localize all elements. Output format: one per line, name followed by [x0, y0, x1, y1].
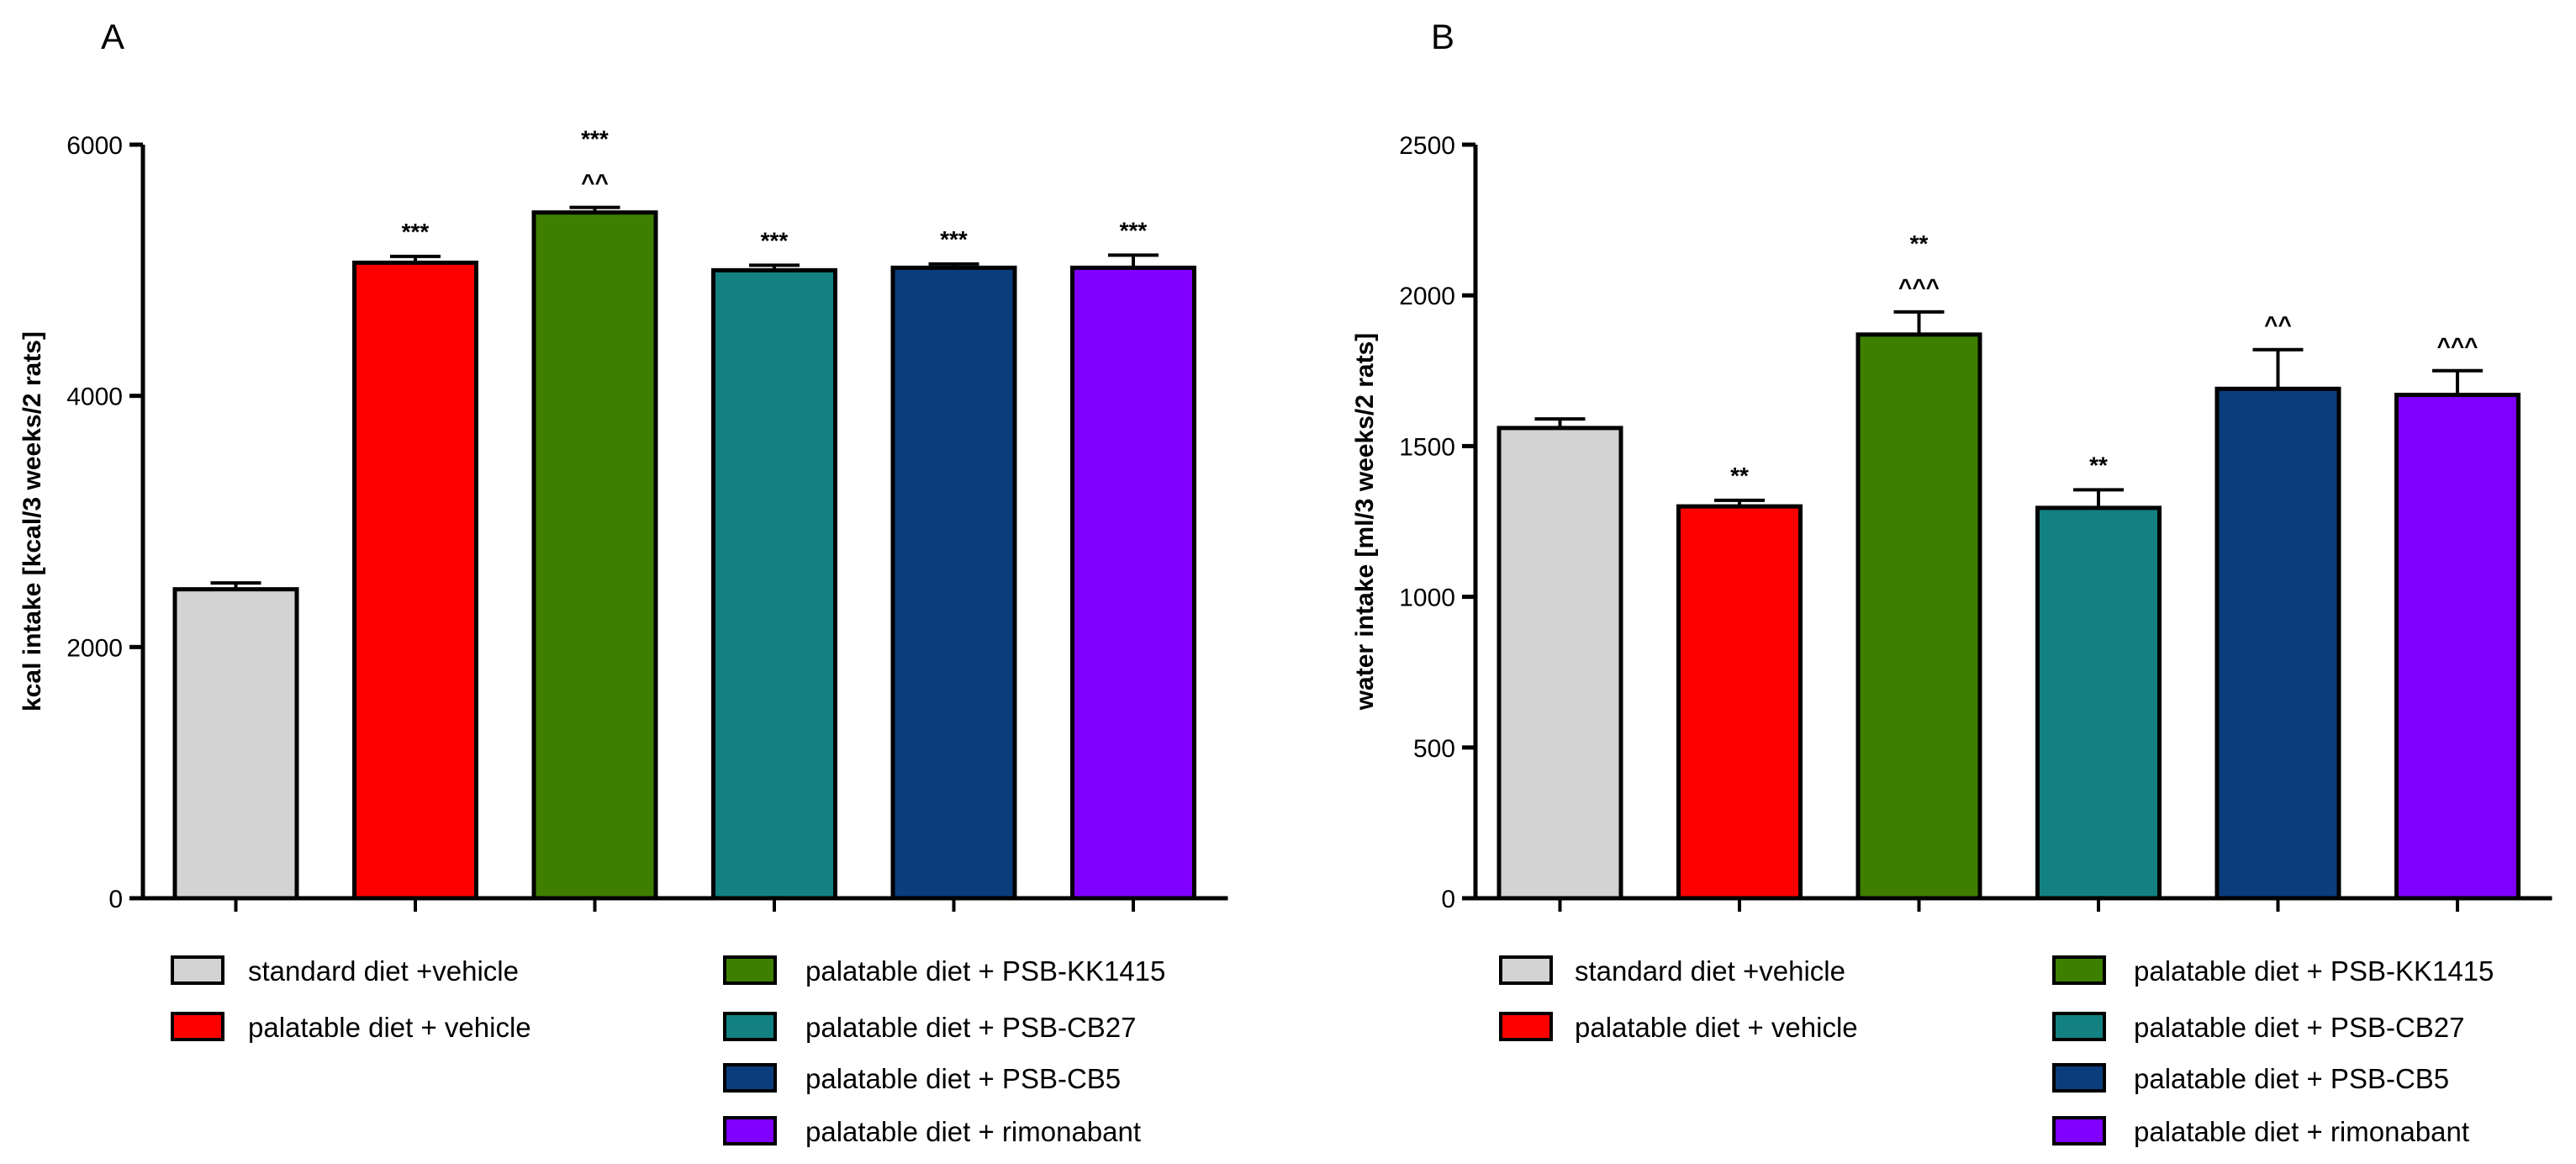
bar [1497, 426, 1623, 901]
legend-swatch [2052, 1063, 2106, 1093]
legend-label: palatable diet + PSB-CB27 [2134, 1012, 2465, 1043]
y-tick-label: 1000 [1399, 585, 1455, 612]
significance-label: ** [1910, 230, 1929, 257]
y-tick-label: 1500 [1399, 433, 1455, 461]
bar [1070, 265, 1196, 901]
bar [890, 265, 1017, 901]
legend-swatch [723, 955, 777, 985]
legend-swatch [2052, 955, 2106, 985]
y-tick-label: 2000 [1399, 283, 1455, 310]
legend-label: palatable diet + PSB-CB5 [805, 1063, 1121, 1094]
panel-b: B 0 500 1000 1500 2000 2500 water intake [ml/3 … [1351, 17, 2552, 1147]
significance-label: ^^^ [1898, 274, 1940, 300]
significance-label: ** [2089, 452, 2108, 478]
significance-label: *** [402, 219, 430, 245]
significance-label: ^^^ [2436, 333, 2478, 359]
legend-label: palatable diet + vehicle [1575, 1012, 1858, 1043]
bar [2394, 392, 2521, 901]
legend-swatch [2052, 1012, 2106, 1041]
bar [531, 210, 658, 901]
significance-label: *** [1120, 217, 1148, 243]
significance-label: ** [1730, 463, 1749, 489]
bar [2035, 505, 2162, 901]
legend-swatch [171, 955, 224, 985]
y-axis-label: water intake [ml/3 weeks/2 rats] [1351, 333, 1379, 712]
legend-label: palatable diet + PSB-CB5 [2134, 1063, 2449, 1094]
bar [2214, 386, 2341, 901]
panel-letter: B [1431, 17, 1454, 56]
legend-label: palatable diet + rimonabant [805, 1116, 1141, 1147]
significance-label: *** [940, 226, 968, 252]
legend-label: palatable diet + PSB-CB27 [805, 1012, 1137, 1043]
legend-label: palatable diet + vehicle [248, 1012, 531, 1043]
legend-label: standard diet +vehicle [248, 955, 519, 987]
legend-swatch [723, 1116, 777, 1145]
significance-label: ^^ [581, 170, 609, 196]
y-tick-label: 0 [108, 886, 123, 913]
legend-label: palatable diet + rimonabant [2134, 1116, 2469, 1147]
bar [352, 260, 478, 901]
significance-label: *** [581, 126, 609, 152]
legend-label: palatable diet + PSB-KK1415 [2134, 955, 2494, 987]
y-tick-label: 4000 [66, 384, 123, 411]
significance-label: ^^ [2264, 312, 2292, 338]
y-tick-label: 500 [1413, 735, 1455, 763]
y-tick-label: 2000 [66, 634, 123, 662]
legend-label: palatable diet + PSB-KK1415 [805, 955, 1165, 987]
bar [172, 587, 299, 901]
y-axis-label: kcal intake [kcal/3 weeks/2 rats] [18, 331, 46, 712]
y-tick-label: 6000 [66, 132, 123, 160]
legend-label: standard diet +vehicle [1575, 955, 1845, 987]
y-tick-label: 0 [1441, 886, 1455, 913]
significance-label: *** [761, 227, 789, 253]
legend-swatch [2052, 1116, 2106, 1145]
panel-a: A 0 2000 4000 6000 kcal intake [kcal/3 weeks/… [18, 17, 1228, 1147]
bar [1855, 332, 1982, 901]
panel-letter: A [101, 17, 124, 56]
legend-swatch [1499, 955, 1553, 985]
legend-swatch [171, 1012, 224, 1041]
bar [1676, 504, 1803, 901]
legend-swatch [1499, 1012, 1553, 1041]
bar [711, 267, 837, 901]
legend-swatch [723, 1012, 777, 1041]
legend-swatch [723, 1063, 777, 1093]
y-tick-label: 2500 [1399, 132, 1455, 160]
